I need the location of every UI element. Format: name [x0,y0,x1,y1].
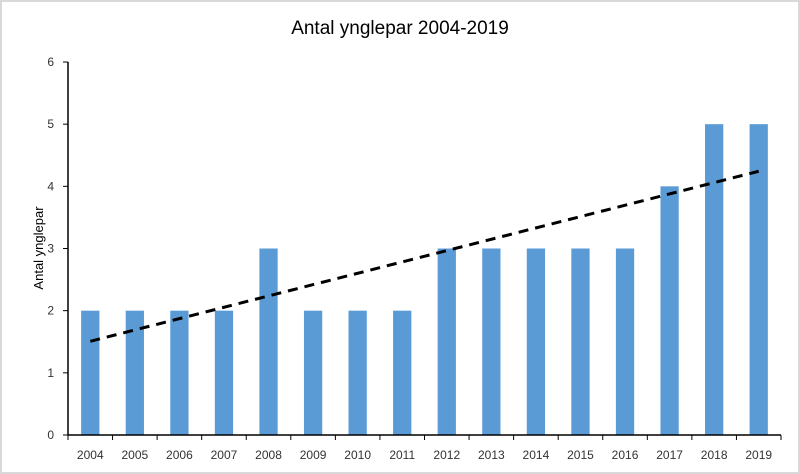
bar-2011 [393,310,412,435]
bar-2006 [170,310,189,435]
x-tick-label: 2019 [745,448,772,462]
bar-2017 [660,186,679,435]
axes-group: 0 1 2 3 4 5 6 2004 2005 2006 2007 2008 2009 2010 2011 2… [47,55,782,462]
x-tick-label: 2008 [255,448,282,462]
bar-2007 [214,310,234,435]
bars-group [81,124,768,436]
y-tick-label: 5 [47,117,54,131]
x-tick-label: 2016 [612,448,639,462]
x-tick-label: 2012 [433,448,460,462]
x-tick-label: 2011 [389,448,415,462]
x-tick-label: 2013 [478,448,505,462]
bar-2004 [81,310,100,435]
x-tick-label: 2018 [701,448,728,462]
chart-title: Antal ynglepar 2004-2019 [291,18,509,39]
y-tick-label: 6 [47,55,54,69]
bar-2013 [482,248,501,435]
bar-2015 [571,248,590,435]
x-tick-label: 2009 [300,448,327,462]
y-axis-label: Antal ynglepar [31,206,46,290]
x-tick-label: 2017 [656,448,683,462]
trendline-group [89,169,760,343]
trendline [89,169,760,343]
y-tick-label: 2 [47,304,54,318]
bar-2009 [303,310,323,435]
y-tick-label: 4 [47,179,54,193]
x-tick-label: 2007 [211,448,238,462]
bar-2010 [348,310,367,435]
x-tick-label: 2006 [166,448,193,462]
x-tick-label: 2004 [77,448,104,462]
y-tick-label: 0 [47,428,54,442]
bar-2014 [526,248,546,435]
bar-2005 [125,310,144,435]
x-tick-label: 2014 [523,448,550,462]
x-tick-label: 2015 [567,448,594,462]
y-tick-label: 1 [47,366,54,380]
bar-2012 [437,248,456,435]
y-tick-label: 3 [47,242,54,256]
bar-2019 [749,124,768,436]
x-tick-label: 2010 [344,448,371,462]
bar-2016 [615,248,635,435]
x-tick-label: 2005 [121,448,148,462]
bar-2008 [259,248,278,435]
bar-2018 [705,124,724,436]
